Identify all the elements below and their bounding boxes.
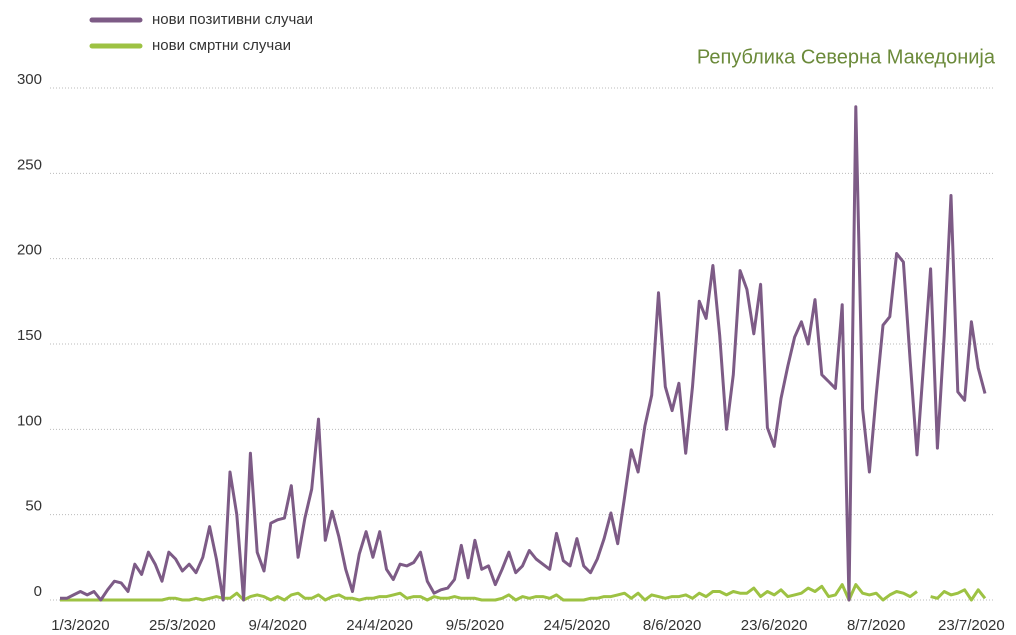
- y-tick-label: 150: [17, 327, 42, 344]
- legend-label: нови смртни случаи: [152, 37, 291, 54]
- y-tick-label: 100: [17, 412, 42, 429]
- x-tick-label: 9/5/2020: [446, 617, 504, 634]
- chart-title: Република Северна Македонија: [697, 46, 996, 68]
- x-tick-label: 23/6/2020: [741, 617, 808, 634]
- x-tick-label: 8/6/2020: [643, 617, 701, 634]
- y-tick-label: 50: [25, 498, 42, 515]
- x-tick-label: 24/4/2020: [346, 617, 413, 634]
- x-tick-label: 1/3/2020: [51, 617, 109, 634]
- y-tick-label: 300: [17, 71, 42, 88]
- series-line: [60, 583, 987, 602]
- y-tick-label: 0: [34, 583, 42, 600]
- y-tick-label: 250: [17, 156, 42, 173]
- legend-label: нови позитивни случаи: [152, 11, 313, 28]
- x-tick-label: 23/7/2020: [938, 617, 1005, 634]
- series-line: [60, 105, 987, 602]
- x-tick-label: 25/3/2020: [149, 617, 216, 634]
- x-tick-label: 8/7/2020: [847, 617, 905, 634]
- x-tick-label: 24/5/2020: [544, 617, 611, 634]
- x-tick-label: 9/4/2020: [248, 617, 306, 634]
- y-tick-label: 200: [17, 242, 42, 259]
